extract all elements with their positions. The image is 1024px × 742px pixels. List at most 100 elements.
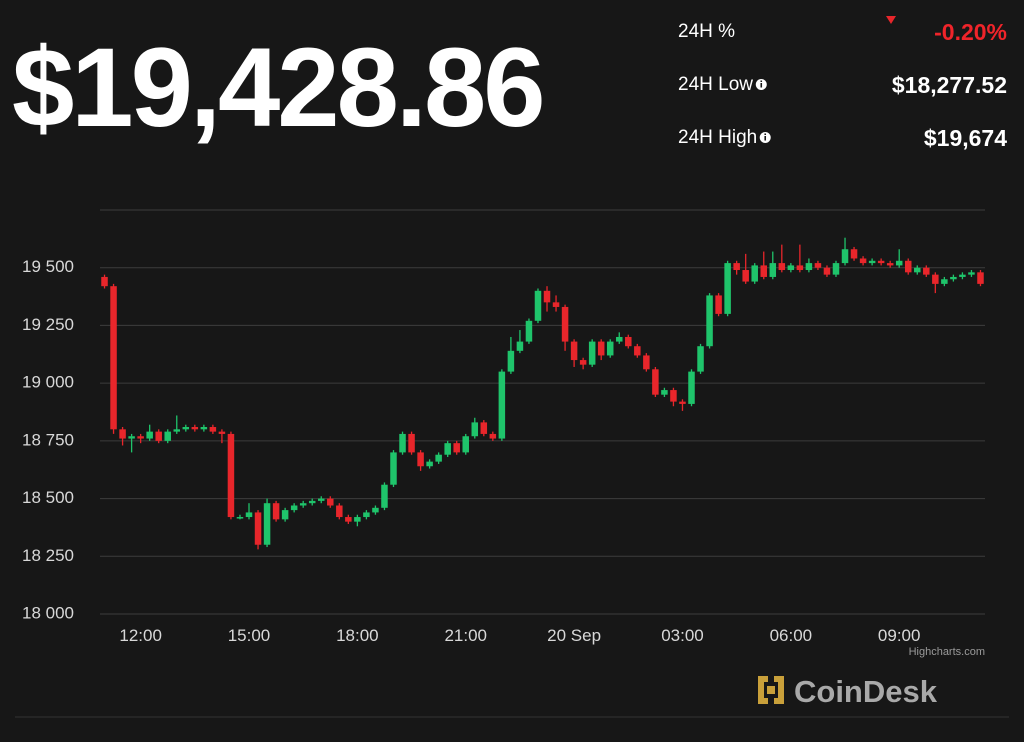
candle-body (634, 346, 641, 356)
candle-body (435, 454, 442, 462)
stat-value: $19,674 (924, 125, 1007, 151)
candle-body (507, 350, 515, 372)
candle-body (661, 390, 668, 395)
candle-body (236, 517, 244, 519)
candle-body (498, 371, 506, 439)
candle-body (146, 431, 153, 439)
candle-body (715, 295, 722, 314)
candle-body (625, 336, 632, 347)
candle-body (372, 507, 379, 513)
candle-body (787, 265, 795, 271)
candle-body (155, 431, 162, 441)
stat-value: -0.20% (934, 19, 1007, 45)
candle-body (254, 512, 262, 545)
candle-body (137, 436, 144, 439)
candle-body (832, 263, 840, 275)
candle-body (742, 270, 749, 282)
candles (101, 237, 984, 550)
candle-body (679, 401, 686, 404)
candle-body (579, 360, 587, 365)
candle-body (453, 443, 460, 453)
candle-body (299, 503, 307, 506)
y-tick-label: 19 500 (22, 257, 74, 276)
candle-body (552, 302, 560, 307)
credit[interactable]: Highcharts.com (909, 646, 985, 658)
candle-body (706, 295, 713, 347)
stat-label: 24H % (678, 21, 735, 42)
candle-body (308, 500, 316, 504)
info-icon[interactable] (755, 79, 767, 90)
stat-label: 24H High (678, 127, 757, 148)
candle-body (941, 279, 948, 284)
candle-body (923, 267, 930, 275)
candle-body (399, 433, 406, 453)
y-tick-label: 18 500 (22, 488, 74, 507)
candle-body (760, 265, 768, 277)
y-tick-label: 18 000 (22, 603, 74, 622)
y-tick-label: 19 250 (22, 315, 74, 334)
y-tick-label: 18 250 (22, 546, 74, 565)
candle-body (191, 427, 199, 430)
candle-body (769, 263, 777, 277)
candle-body (462, 436, 469, 453)
stat-value: $18,277.52 (892, 72, 1007, 98)
candle-body (688, 371, 695, 404)
y-tick-label: 18 750 (22, 430, 74, 449)
candle-body (895, 260, 903, 266)
candle-body (408, 433, 415, 453)
candle-body (327, 498, 334, 506)
candle-body (751, 265, 758, 282)
candle-body (932, 274, 939, 284)
candle-body (823, 267, 831, 275)
candle-body (959, 274, 966, 277)
x-tick-label: 09:00 (878, 626, 921, 645)
candle-body (805, 263, 813, 271)
candle-body (570, 341, 578, 361)
candle-body (272, 503, 280, 520)
candle-body (390, 452, 397, 485)
candle-body (227, 433, 235, 518)
info-icon[interactable] (759, 132, 771, 143)
x-tick-label: 06:00 (770, 626, 813, 645)
candle-body (616, 336, 623, 342)
candle-body (543, 290, 551, 303)
price: $19,428.86 (12, 25, 543, 150)
candle-body (290, 505, 298, 511)
candle-body (182, 427, 190, 430)
candle-body (561, 306, 569, 342)
candle-body (724, 263, 731, 314)
candle-body (164, 431, 171, 441)
candle-body (977, 272, 984, 284)
x-tick-label: 21:00 (444, 626, 487, 645)
candle-body (363, 512, 370, 518)
x-tick-label: 12:00 (119, 626, 162, 645)
candle-body (209, 427, 217, 432)
candle-body (426, 461, 433, 467)
candle-body (914, 267, 921, 273)
candle-body (606, 341, 614, 356)
candle-body (480, 422, 488, 434)
candle-body (904, 260, 912, 273)
y-tick-label: 19 000 (22, 373, 74, 392)
candle-body (643, 355, 650, 370)
candle-body (950, 276, 957, 280)
candle-body (778, 263, 786, 271)
stat-label: 24H Low (678, 74, 753, 95)
candle-body (354, 517, 361, 522)
candle-body (444, 443, 451, 455)
candle-body (968, 272, 975, 275)
candle-body (218, 431, 226, 434)
candle-body (814, 263, 822, 268)
candle-body (796, 265, 804, 271)
candle-body (841, 249, 849, 264)
candle-body (850, 249, 858, 259)
candle-body (670, 390, 677, 402)
candle-body (886, 263, 894, 266)
candle-body (859, 258, 867, 264)
candle-body (588, 341, 596, 365)
candle-body (110, 286, 117, 430)
x-tick-label: 20 Sep (547, 626, 601, 645)
candle-body (245, 512, 253, 518)
candle-body (263, 503, 271, 545)
